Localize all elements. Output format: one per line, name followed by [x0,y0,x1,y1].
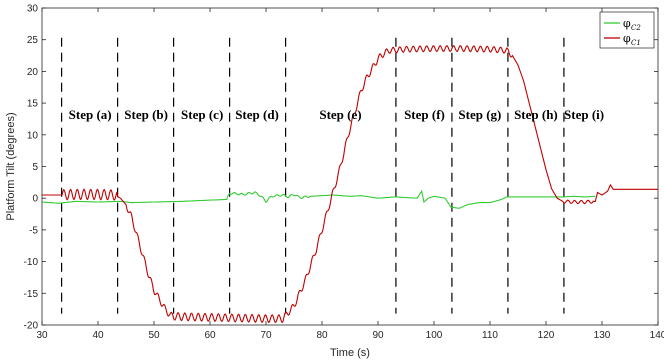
step-label-7: Step (g) [458,107,501,122]
plot-area [41,7,659,326]
x-tick-label: 80 [316,330,328,341]
x-tick-label: 130 [594,330,611,341]
x-tick-label: 110 [482,330,498,341]
legend-label-c1: φ [623,32,631,45]
y-tick-label: -5 [29,225,38,236]
y-tick-label: 30 [27,4,39,15]
legend-subscript-c1: C1 [631,39,641,47]
legend-subscript-c2: C2 [631,24,641,32]
legend-label-c2: φ [623,17,631,30]
x-tick-label: 30 [36,330,48,341]
x-axis-label: Time (s) [330,347,370,359]
series-line-c1 [42,44,658,324]
step-label-9: Step (i) [564,107,604,122]
legend-box [599,11,655,49]
series-line-c2 [41,189,596,209]
y-tick-label: 25 [27,35,39,46]
step-label-5: Step (e) [319,107,361,122]
y-tick-label: -15 [24,289,39,300]
x-tick-label: 40 [92,330,104,341]
step-label-6: Step (f) [404,107,445,122]
legend: φ C2φ C1 [599,11,655,49]
y-tick-label: -20 [24,321,39,332]
step-label-2: Step (b) [124,107,168,122]
step-labels: Step (a) Step (b) Step (c) Step (d) Step (e)… [69,107,604,122]
y-axis-label: Platform Tilt (degrees) [5,112,17,220]
y-tick-label: 20 [27,67,39,78]
x-tick-label: 100 [426,330,443,341]
x-tick-label: 60 [204,330,216,341]
y-tick-label: 10 [27,130,39,141]
x-tick-label: 120 [538,330,555,341]
step-label-1: Step (a) [69,107,112,122]
step-label-8: Step (h) [514,107,558,122]
x-tick-label: 140 [650,330,664,341]
x-tick-label: 90 [372,330,384,341]
series-layer [41,44,658,324]
x-tick-label: 70 [260,330,272,341]
axis-ticks: 30 40 50 60 70 80 90 100 110 120 130 140-20-15-10-5… [24,4,664,342]
y-tick-label: 0 [32,194,38,205]
step-label-4: Step (d) [235,107,279,122]
y-tick-label: 15 [27,99,39,110]
step-label-3: Step (c) [181,107,223,122]
x-tick-label: 50 [148,330,160,341]
step-boundary-lines [60,37,565,314]
y-tick-label: 5 [32,162,38,173]
y-tick-label: -10 [24,257,39,268]
